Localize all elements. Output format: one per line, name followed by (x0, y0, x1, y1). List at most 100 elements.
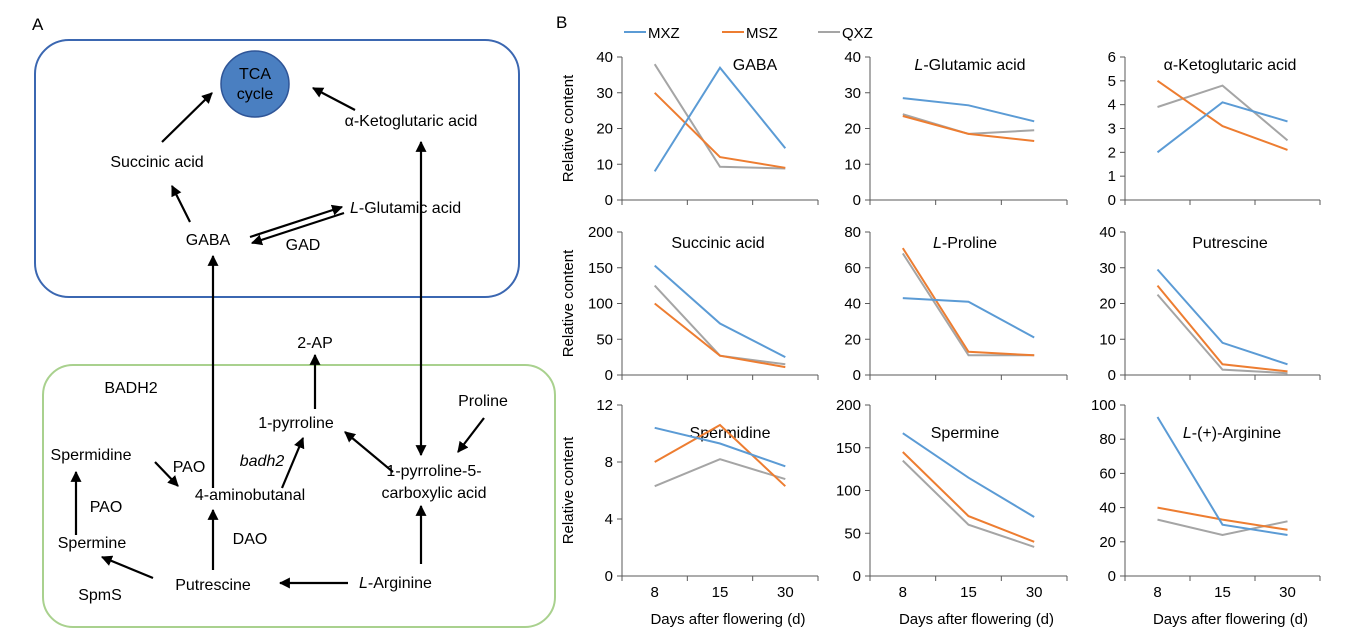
p5c-node-line2: carboxylic acid (382, 485, 487, 502)
cytoplasm-box (42, 364, 556, 628)
badh2-enzyme-label: BADH2 (104, 380, 157, 397)
y-tick-label: 0 (1108, 367, 1116, 384)
succinic-acid-node: Succinic acid (110, 154, 203, 171)
y-tick-label: 20 (844, 331, 861, 348)
y-tick-label: 0 (853, 192, 861, 209)
y-tick-label: 60 (1099, 465, 1116, 482)
pao-enzyme-label-2: PAO (90, 499, 123, 516)
tca-label-line2: cycle (237, 86, 274, 103)
x-tick-label: 8 (650, 584, 658, 601)
legend-label-msz: MSZ (746, 25, 778, 42)
y-tick-label: 8 (605, 454, 613, 471)
spermidine-node: Spermidine (51, 447, 132, 464)
x-tick-label: 8 (899, 584, 907, 601)
series-line-qxz (654, 458, 786, 488)
x-axis-label: Days after flowering (d) (1153, 611, 1308, 628)
y-tick-label: 4 (605, 511, 613, 528)
1-pyrroline-node: 1-pyrroline (258, 415, 334, 432)
y-tick-label: 40 (844, 296, 861, 313)
gad-enzyme-label: GAD (286, 237, 321, 254)
chart-legend: MXZ MSZ QXZ (624, 25, 873, 42)
y-tick-label: 0 (605, 568, 613, 585)
pao-enzyme-label-1: PAO (173, 459, 206, 476)
chart-panel-2: 0 10 20 30 40 L-Glutamic acid (844, 49, 1068, 209)
chart-panel-4: 0 50 100 150 200 Relative content Succinic aci… (560, 224, 819, 384)
arrow-ketoglutaric-to-tca (312, 87, 356, 111)
putrescine-node: Putrescine (175, 577, 251, 594)
x-tick-label: 15 (712, 584, 729, 601)
series-line-qxz (902, 459, 1035, 548)
y-axis-label: Relative content (560, 436, 577, 544)
y-tick-label: 150 (836, 440, 861, 457)
series-line-mxz (902, 297, 1035, 339)
series-line-qxz (901, 252, 1035, 357)
y-tick-label: 0 (605, 192, 613, 209)
chart-panel-3: 0 1 2 3 4 5 6 α-Ketoglutaric acid (1108, 49, 1321, 209)
y-tick-label: 10 (844, 156, 861, 173)
arrow-spermidine-to-aminobutanal (154, 461, 179, 487)
series-line-qxz (653, 284, 786, 366)
y-tick-label: 2 (1108, 144, 1116, 161)
y-tick-label: 50 (596, 331, 613, 348)
y-tick-label: 30 (1099, 260, 1116, 277)
chart-panel-7: 0 4 8 12 8 15 30 Days after flowering (d) Relati… (560, 397, 819, 628)
y-tick-label: 3 (1108, 121, 1116, 138)
y-tick-label: 12 (596, 397, 613, 414)
y-tick-label: 80 (844, 224, 861, 241)
y-tick-label: 0 (853, 367, 861, 384)
chart-panel-5: 0 20 40 60 80 L-Proline (844, 224, 1068, 384)
series-line-msz (654, 302, 786, 369)
series-line-mxz (1156, 268, 1288, 366)
y-tick-label: 5 (1108, 73, 1116, 90)
series-line-msz (653, 92, 786, 169)
arrow-aminobutanal-to-pyrroline (280, 436, 305, 489)
tca-label-line1: TCA (239, 66, 271, 83)
arrow-p5c-to-pyrroline (344, 431, 394, 473)
y-tick-label: 40 (844, 49, 861, 66)
y-tick-label: 100 (1091, 397, 1116, 414)
chart-panel-6: 0 10 20 30 40 Putrescine (1099, 224, 1321, 384)
y-tick-label: 60 (844, 260, 861, 277)
x-tick-label: 30 (1026, 584, 1043, 601)
x-tick-label: 15 (1214, 584, 1231, 601)
panel-a-label: A (32, 15, 44, 34)
chart-title: L-Proline (933, 235, 997, 252)
arrow-gaba-to-succinic (171, 185, 191, 223)
series-line-mxz (1156, 101, 1288, 154)
arrow-putrescine-to-spermine (100, 555, 154, 580)
2-ap-node: 2-AP (297, 335, 333, 352)
y-axis-label: Relative content (560, 74, 577, 182)
y-tick-label: 20 (596, 121, 613, 138)
4-aminobutanal-node: 4-aminobutanal (195, 487, 305, 504)
y-tick-label: 4 (1108, 97, 1116, 114)
y-tick-label: 0 (605, 367, 613, 384)
x-tick-label: 8 (1153, 584, 1161, 601)
chart-title: Spermine (931, 425, 1000, 442)
panel-b-label: B (556, 13, 567, 32)
x-tick-label: 30 (777, 584, 794, 601)
series-line-qxz (1157, 84, 1289, 142)
chart-title: L-(+)-Arginine (1183, 425, 1281, 442)
pathway-diagram: A TCA cycle α-Ketoglutaric acid Succinic… (32, 15, 556, 628)
y-tick-label: 100 (836, 483, 861, 500)
series-line-qxz (1156, 293, 1288, 375)
arginine-node: L-Arginine (359, 575, 432, 592)
series-line-mxz (654, 426, 786, 468)
series-line-mxz (902, 432, 1035, 518)
legend-label-mxz: MXZ (648, 25, 680, 42)
y-tick-label: 40 (1099, 224, 1116, 241)
y-tick-label: 10 (596, 156, 613, 173)
series-line-msz (1157, 506, 1288, 531)
y-tick-label: 40 (1099, 500, 1116, 517)
chart-title: α-Ketoglutaric acid (1164, 57, 1297, 74)
series-line-mxz (902, 97, 1035, 123)
spermine-node: Spermine (58, 535, 127, 552)
y-tick-label: 10 (1099, 331, 1116, 348)
alpha-ketoglutaric-node: α-Ketoglutaric acid (345, 113, 478, 130)
y-tick-label: 1 (1108, 168, 1116, 185)
series-line-msz (654, 423, 786, 487)
y-tick-label: 0 (1108, 568, 1116, 585)
chart-title: GABA (733, 57, 778, 74)
chart-title: Putrescine (1192, 235, 1268, 252)
